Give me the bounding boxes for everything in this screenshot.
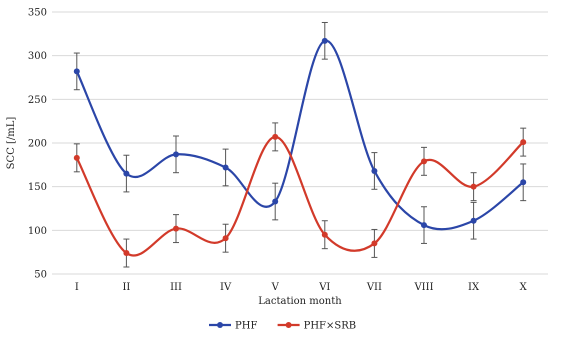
gridlines <box>52 11 548 275</box>
y-tick-label: 100 <box>28 226 47 237</box>
data-point <box>173 151 179 158</box>
data-point <box>371 167 378 174</box>
legend-label: PHF×SRB <box>304 321 357 332</box>
x-tick-label: VII <box>366 282 382 293</box>
data-point <box>321 37 328 44</box>
x-tick-label: II <box>122 282 130 293</box>
data-point <box>470 217 477 224</box>
data-point <box>73 68 80 75</box>
data-point <box>272 198 279 205</box>
y-tick-label: 50 <box>34 270 47 281</box>
x-axis-title: Lactation month <box>258 296 342 307</box>
y-tick-label: 200 <box>28 139 47 150</box>
legend-item: PHF×SRB <box>277 321 357 332</box>
x-axis-ticks: I II III IV V VI VII VIII IX X <box>75 282 528 293</box>
series-line <box>75 135 524 257</box>
x-tick-label: I <box>75 282 79 293</box>
y-axis-title: SCC [/mL] <box>6 117 17 170</box>
y-tick-label: 300 <box>28 51 47 62</box>
data-point <box>123 170 130 177</box>
series-line <box>75 39 524 231</box>
legend-item: PHF <box>209 321 257 332</box>
data-point <box>123 250 130 257</box>
data-point <box>222 164 229 171</box>
data-point <box>520 179 527 186</box>
series-1 <box>73 21 527 244</box>
y-tick-label: 350 <box>28 8 47 19</box>
data-point <box>272 133 279 140</box>
series-2 <box>73 122 527 268</box>
legend: PHF PHF×SRB <box>209 321 356 332</box>
x-tick-label: VIII <box>413 282 433 293</box>
legend-marker <box>217 322 223 328</box>
data-point <box>520 139 527 146</box>
x-tick-label: IX <box>468 282 480 293</box>
data-point <box>173 225 179 232</box>
x-tick-label: III <box>170 282 182 293</box>
data-point <box>73 154 80 161</box>
x-tick-label: V <box>271 282 280 293</box>
x-tick-label: IV <box>220 282 232 293</box>
data-point <box>321 231 328 238</box>
y-tick-label: 250 <box>28 95 47 106</box>
x-tick-label: VI <box>318 282 330 293</box>
data-point <box>371 240 378 247</box>
data-point <box>470 183 477 190</box>
y-axis-ticks: 50 100 150 200 250 300 350 <box>28 8 47 281</box>
y-tick-label: 150 <box>28 182 47 193</box>
series-group <box>73 21 527 268</box>
data-point <box>222 235 229 242</box>
legend-label: PHF <box>235 321 257 332</box>
legend-marker <box>285 322 292 328</box>
data-point <box>421 158 427 165</box>
x-tick-label: X <box>520 282 528 293</box>
data-point <box>421 222 427 229</box>
